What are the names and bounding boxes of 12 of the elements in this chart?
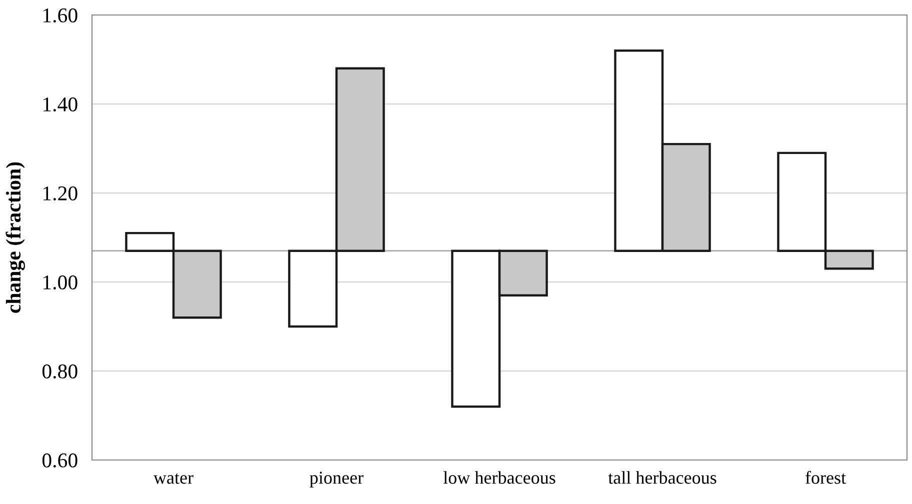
x-tick-label: forest (806, 470, 846, 484)
y-tick-label: 1.00 (43, 275, 78, 290)
y-tick-label: 0.60 (42, 453, 78, 468)
y-tick-label: 0.80 (42, 364, 78, 379)
y-tick-label: 1.40 (43, 97, 78, 112)
y-tick-label: 1.60 (43, 8, 78, 23)
y-axis-title: change (fraction) (6, 162, 25, 313)
x-tick-label: water (153, 473, 194, 484)
y-tick-label: 1.20 (43, 186, 78, 201)
x-tick-label: low herbaceous (443, 471, 556, 484)
x-tick-label: pioneer (310, 472, 364, 488)
x-tick-label: tall herbaceous (608, 471, 716, 484)
